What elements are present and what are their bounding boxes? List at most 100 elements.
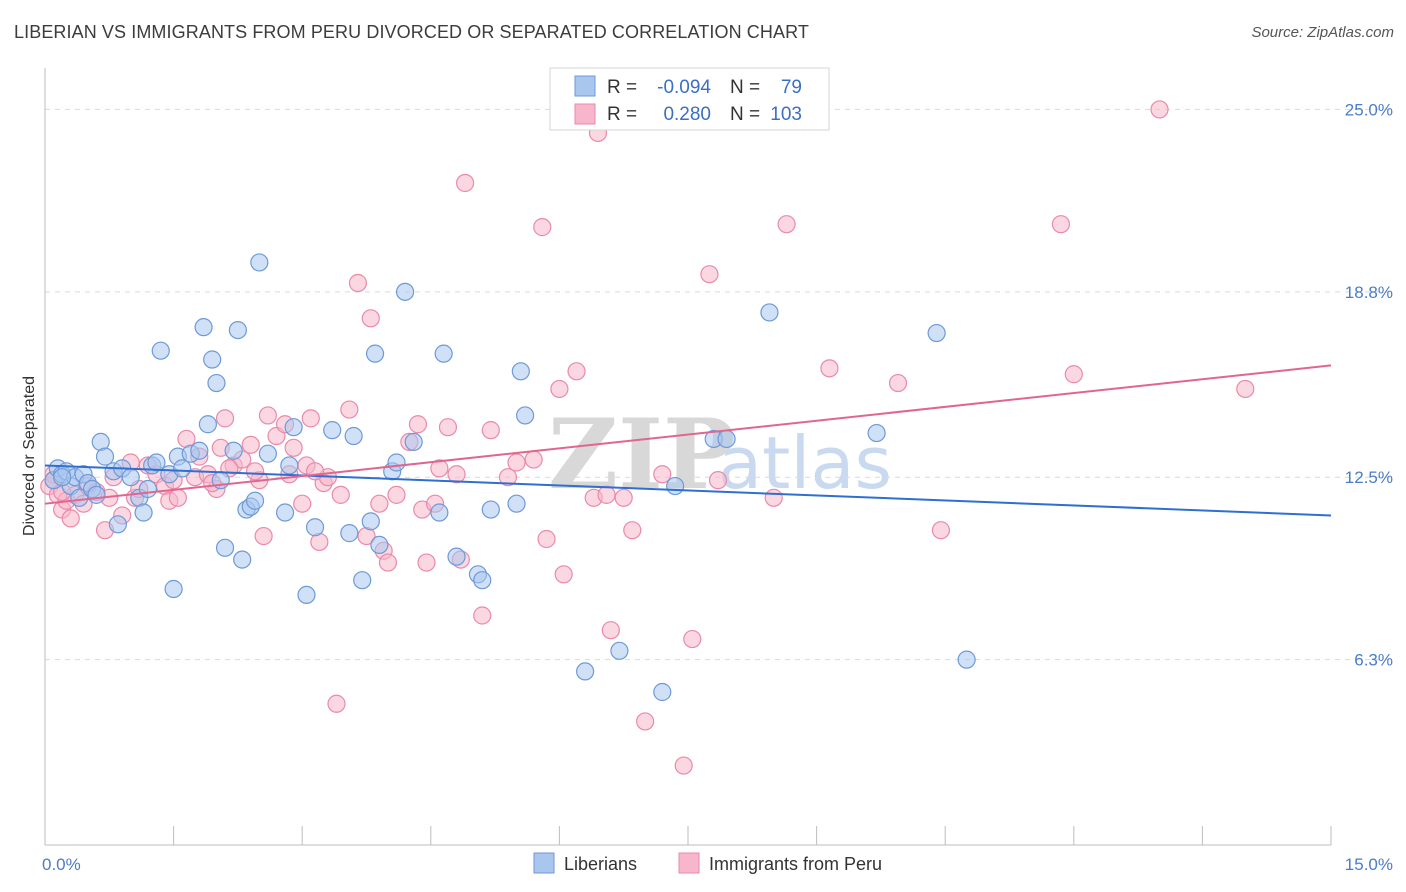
chart-source: Source: ZipAtlas.com	[1251, 24, 1394, 41]
x-axis-ticks	[44, 826, 1332, 845]
liberian-point-49	[340, 524, 359, 543]
bottom-legend-swatch-liberians	[533, 852, 555, 874]
liberian-point-66	[511, 362, 530, 381]
watermark-atlas: atlas	[718, 421, 892, 505]
legend-n-value-2: 103	[770, 104, 802, 125]
y-tick-labels: 6.3% 12.5% 18.8% 25.0%	[1345, 100, 1393, 669]
peru-point-52	[370, 494, 389, 513]
liberian-point-57	[395, 282, 415, 301]
y-tick-label-3: 25.0%	[1345, 100, 1393, 119]
peru-point-102	[305, 462, 325, 481]
peru-point-22	[168, 488, 187, 507]
peru-point-32	[241, 435, 260, 454]
peru-point-75	[567, 362, 586, 381]
liberian-point-54	[370, 535, 389, 554]
peru-point-63	[447, 465, 466, 484]
peru-point-101	[245, 462, 265, 481]
peru-point-89	[777, 215, 796, 234]
peru-point-81	[623, 521, 642, 540]
liberian-point-34	[215, 538, 235, 557]
peru-point-71	[533, 218, 552, 237]
peru-trend-line	[44, 364, 1332, 505]
liberian-point-67	[516, 406, 535, 425]
y-tick-label-0: 6.3%	[1354, 651, 1393, 670]
liberian-point-68	[576, 662, 595, 681]
bottom-legend-label-liberians: Liberians	[564, 854, 637, 874]
peru-point-42	[301, 409, 320, 428]
liberian-point-36	[228, 320, 247, 340]
y-tick-label-2: 18.8%	[1345, 283, 1393, 302]
liberian-point-37	[233, 550, 252, 569]
legend-r-label-2: R =	[607, 104, 637, 125]
bottom-legend-label-peru: Immigrants from Peru	[709, 854, 882, 874]
liberian-point-10	[87, 485, 106, 504]
liberian-point-63	[473, 571, 492, 590]
peru-point-94	[1064, 365, 1083, 384]
peru-point-73	[550, 379, 569, 399]
liberian-point-70	[653, 682, 672, 702]
liberian-point-14	[108, 515, 127, 534]
liberian-point-16	[121, 468, 140, 487]
liberian-point-60	[434, 344, 453, 363]
peru-point-34	[254, 526, 273, 546]
y-tick-label-1: 12.5%	[1345, 468, 1393, 487]
peru-point-88	[764, 488, 783, 507]
peru-point-62	[438, 418, 458, 437]
peru-point-78	[597, 485, 616, 504]
peru-point-48	[340, 400, 359, 419]
liberian-point-32	[207, 373, 226, 393]
liberian-point-43	[275, 503, 295, 522]
peru-point-72	[537, 529, 556, 549]
watermark-zip: ZIP	[548, 398, 735, 511]
peru-point-92	[931, 521, 951, 540]
peru-point-54	[378, 553, 398, 572]
peru-point-47	[331, 485, 350, 504]
x-tick-label-min: 0.0%	[42, 855, 81, 874]
peru-point-66	[473, 606, 492, 625]
peru-point-95	[1150, 100, 1169, 119]
liberian-point-50	[344, 426, 363, 446]
peru-point-61	[430, 459, 449, 478]
bottom-legend-swatch-peru	[678, 852, 700, 874]
liberian-point-22	[151, 341, 170, 360]
liberian-point-6	[70, 488, 89, 507]
liberian-trend-line	[44, 464, 1332, 517]
liberian-point-26	[173, 459, 192, 478]
liberian-point-69	[610, 641, 629, 660]
liberian-point-65	[507, 494, 526, 513]
liberian-point-53	[365, 344, 385, 363]
peru-point-5	[61, 509, 80, 528]
peru-point-65	[455, 173, 475, 193]
peru-point-69	[507, 453, 526, 472]
peru-point-68	[498, 468, 518, 487]
liberian-point-41	[250, 253, 269, 272]
y-axis-label: Divorced or Separated	[21, 376, 38, 536]
liberian-point-46	[297, 585, 316, 605]
peru-point-86	[700, 265, 719, 284]
liberian-point-40	[245, 491, 265, 510]
liberian-point-61	[447, 547, 466, 566]
liberian-point-52	[361, 512, 380, 531]
peru-point-82	[636, 712, 655, 731]
peru-point-35	[258, 406, 278, 425]
liberian-point-47	[305, 518, 325, 537]
peru-point-93	[1051, 215, 1071, 234]
liberian-point-29	[194, 318, 213, 337]
liberian-point-76	[927, 323, 946, 343]
liberian-point-73	[717, 429, 736, 449]
peru-point-85	[683, 629, 702, 649]
peru-point-96	[1236, 379, 1255, 399]
liberian-point-21	[147, 453, 166, 472]
liberian-point-35	[224, 441, 243, 460]
peru-point-57	[408, 415, 428, 434]
liberian-point-71	[666, 476, 685, 496]
liberian-point-42	[258, 444, 278, 463]
gridlines	[45, 108, 1392, 661]
legend-n-value-1: 79	[781, 77, 802, 98]
peru-point-51	[361, 309, 380, 328]
peru-point-90	[820, 359, 839, 378]
peru-point-29	[215, 409, 235, 428]
liberian-point-12	[95, 447, 115, 466]
liberian-point-75	[867, 423, 886, 443]
